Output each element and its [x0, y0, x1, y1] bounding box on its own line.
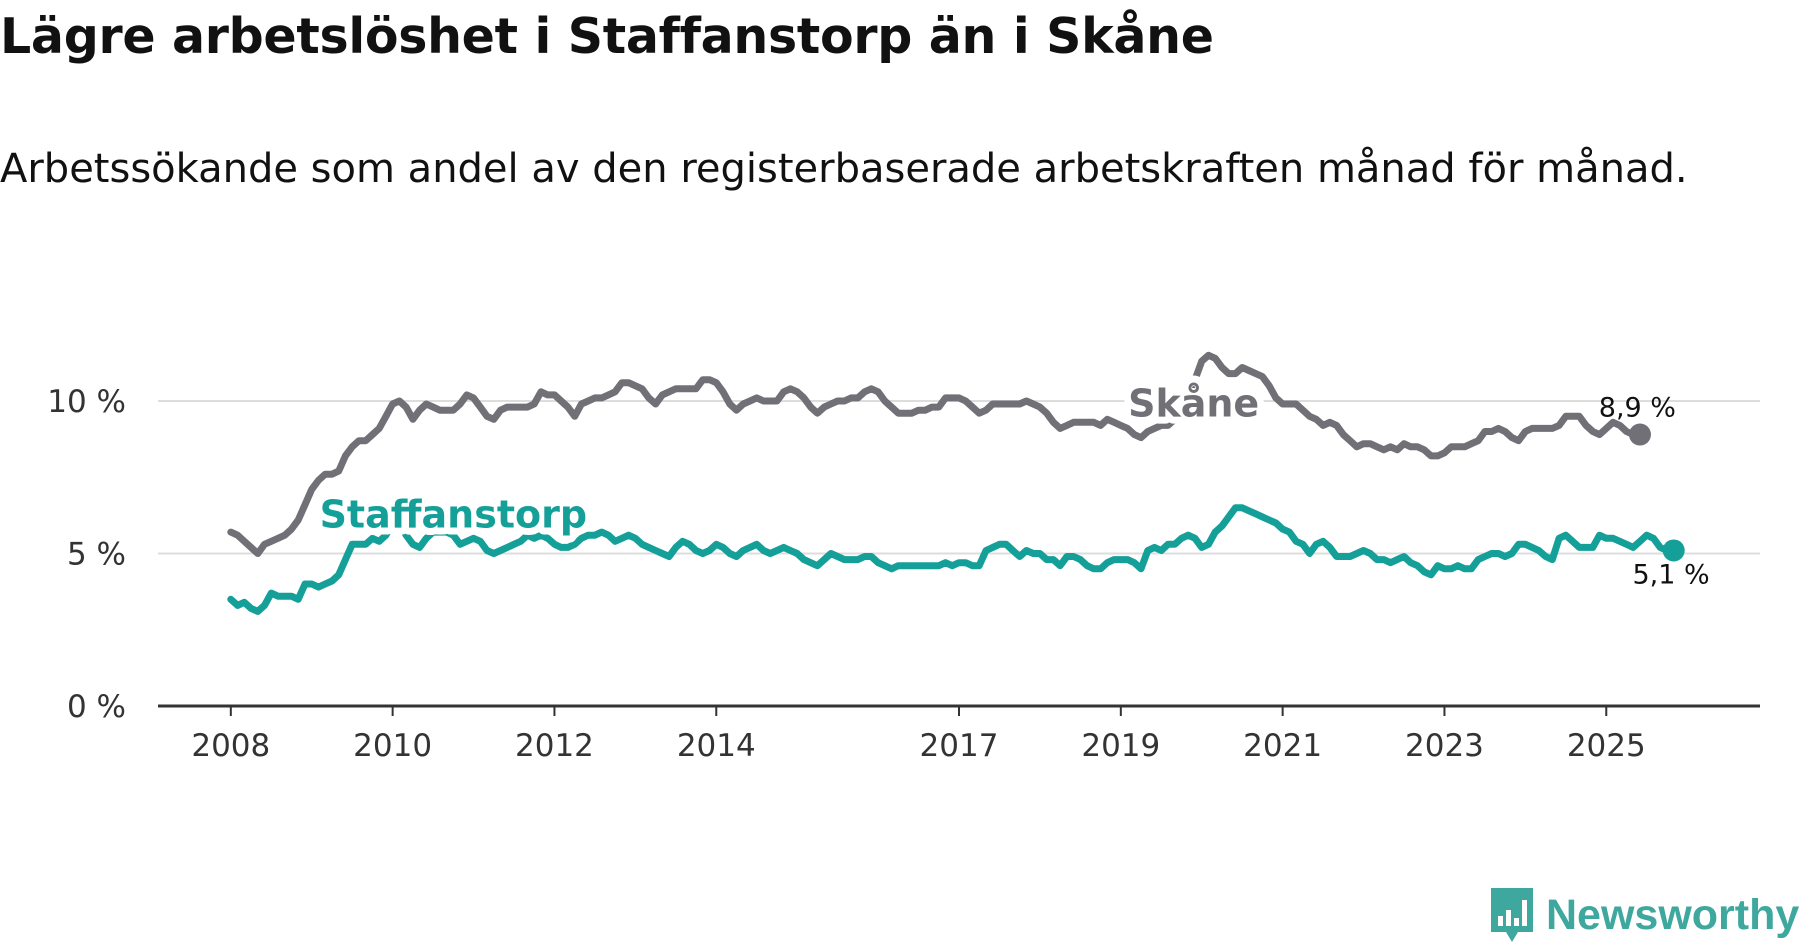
end-value-label: 5,1 % — [1633, 559, 1710, 590]
x-tick-label: 2008 — [191, 728, 270, 764]
newsworthy-logo[interactable]: Newsworthy — [1488, 886, 1799, 944]
series-label: Skåne — [1128, 381, 1259, 425]
y-tick-label: 0 % — [67, 689, 126, 725]
x-tick-label: 2025 — [1567, 728, 1646, 764]
chart-subtitle: Arbetssökande som andel av den registerb… — [0, 146, 1688, 192]
x-tick-label: 2021 — [1243, 728, 1322, 764]
end-value-label: 8,9 % — [1599, 393, 1676, 424]
page-title: Lägre arbetslöshet i Staffanstorp än i S… — [0, 8, 1214, 65]
logo-text: Newsworthy — [1546, 890, 1800, 939]
series-label: Staffanstorp — [320, 493, 587, 537]
x-tick-label: 2023 — [1405, 728, 1484, 764]
series-label-halo: Staffanstorp — [320, 493, 587, 537]
x-tick-label: 2019 — [1081, 728, 1160, 764]
y-axis-ticks: 0 % 5 % 10 % — [47, 384, 126, 725]
series-label-halo: Skåne — [1128, 381, 1259, 425]
y-tick-label: 5 % — [67, 537, 126, 573]
x-tick-label: 2010 — [353, 728, 432, 764]
x-tick-label: 2014 — [677, 728, 756, 764]
series-line-staffanstorp — [227, 504, 1678, 615]
chart-speech-bubble-icon — [1491, 888, 1533, 942]
line-chart: 0 %5 %10 % 2008 2010 2012 2014 2017 2019 2021 2… — [47, 351, 1760, 764]
x-tick-label: 2017 — [920, 728, 999, 764]
end-point-staffanstorp — [1662, 539, 1685, 562]
series-line-skane — [227, 351, 1644, 557]
end-point-skane — [1628, 423, 1651, 446]
series-layer — [227, 351, 1685, 615]
y-tick-label: 10 % — [47, 384, 126, 420]
x-tick-label: 2012 — [515, 728, 594, 764]
x-axis-ticks: 2008 2010 2012 2014 2017 2019 2021 2023 2025 — [191, 706, 1646, 764]
